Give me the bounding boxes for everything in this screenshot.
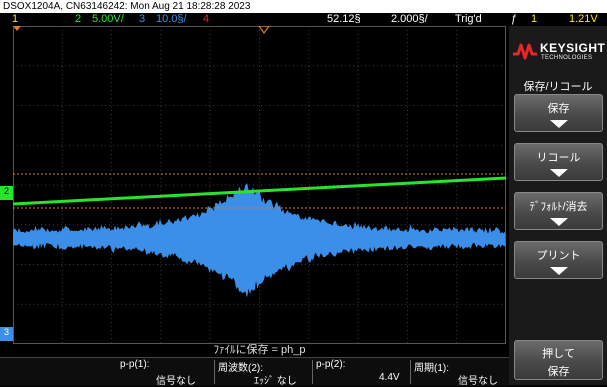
press-to-save-line1: 押して [542, 348, 575, 360]
trigger-edge-icon: ƒ [511, 13, 518, 25]
left-reference-marker [13, 26, 21, 31]
measurement-pp1[interactable]: p-p(1): 信号なし [120, 359, 210, 387]
down-arrow-icon [549, 120, 568, 128]
ch3-waveform [13, 183, 506, 297]
divider [312, 360, 313, 384]
print-softkey[interactable]: プリント [514, 241, 603, 279]
measurement-value: 信号なし [458, 376, 498, 387]
save-softkey[interactable]: 保存 [514, 94, 603, 132]
measurement-freq2[interactable]: 周波数(2): ｴｯｼﾞ なし [218, 359, 308, 387]
default-erase-softkey[interactable]: ﾃﾞﾌｫﾙﾄ/消去 [514, 192, 603, 230]
waveform-display[interactable] [13, 26, 506, 344]
trigger-source[interactable]: 1 [531, 13, 538, 25]
trigger-state: Trig'd [455, 13, 482, 25]
measurement-value: 信号なし [156, 376, 196, 387]
time-scale[interactable]: 2.000§/ [391, 13, 428, 25]
measurement-period1[interactable]: 周期(1): 信号なし [414, 359, 506, 387]
print-softkey-label: プリント [536, 250, 581, 262]
ch2-indicator[interactable]: 2 [75, 13, 82, 25]
divider [410, 360, 411, 384]
softkey-panel: KEYSIGHT TECHNOLOGIES 保存/リコール 保存 リコール ﾃﾞ… [509, 26, 607, 385]
screenshot-info-header: DSOX1204A, CN63146242: Mon Aug 21 18:28:… [0, 0, 607, 13]
ch3-scale[interactable]: 10.0§/ [156, 13, 187, 25]
measurement-bar: p-p(1): 信号なし 周波数(2): ｴｯｼﾞ なし p-p(2): 4.4… [0, 357, 509, 387]
down-arrow-icon [549, 169, 568, 177]
trigger-position-marker[interactable] [258, 26, 270, 35]
status-message: ﾌｧｲﾙに保存 = ph_p [13, 344, 506, 357]
default-erase-softkey-label: ﾃﾞﾌｫﾙﾄ/消去 [529, 201, 588, 213]
brand-name: KEYSIGHT [540, 41, 606, 55]
measurement-name: p-p(1): [120, 359, 150, 370]
ch2-scale[interactable]: 5.00V/ [92, 13, 124, 25]
waveform-canvas [13, 26, 506, 344]
keysight-logo: KEYSIGHT TECHNOLOGIES [509, 40, 607, 62]
menu-title: 保存/リコール [523, 81, 593, 93]
down-arrow-icon [549, 267, 568, 275]
measurement-name: 周期(1): [414, 363, 449, 374]
measurement-value: ｴｯｼﾞ なし [254, 376, 297, 387]
brand-subtitle: TECHNOLOGIES [541, 55, 593, 61]
keysight-wave-icon [513, 43, 537, 60]
measurement-name: p-p(2): [316, 359, 346, 370]
channel-status-bar: 1 2 5.00V/ 3 10.0§/ 4 52.12§ 2.000§/ Tri… [0, 13, 607, 25]
press-to-save-line2: 保存 [547, 366, 570, 378]
graticule [13, 26, 506, 344]
ch2-ground-marker[interactable]: 2 [0, 186, 13, 200]
measurement-name: 周波数(2): [218, 363, 263, 374]
time-delay[interactable]: 52.12§ [327, 13, 361, 25]
measurement-value: 4.4V [379, 372, 400, 383]
trigger-level[interactable]: 1.21V [569, 13, 598, 25]
recall-softkey-label: リコール [536, 152, 581, 164]
ch4-indicator[interactable]: 4 [203, 13, 210, 25]
ch3-indicator[interactable]: 3 [139, 13, 146, 25]
recall-softkey[interactable]: リコール [514, 143, 603, 181]
ch1-indicator[interactable]: 1 [12, 13, 19, 25]
ch2-waveform [13, 176, 506, 206]
save-softkey-label: 保存 [547, 103, 570, 115]
divider [214, 360, 215, 384]
press-to-save-softkey[interactable]: 押して 保存 [514, 340, 603, 380]
ch3-ground-marker[interactable]: 3 [0, 327, 13, 341]
measurement-pp2[interactable]: p-p(2): 4.4V [316, 359, 406, 385]
down-arrow-icon [549, 218, 568, 226]
